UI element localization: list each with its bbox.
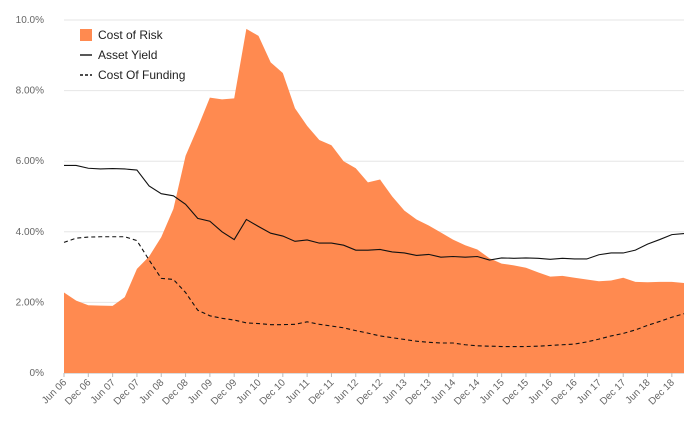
x-tick-label: Dec 15 [501,377,531,407]
area-layer [64,28,684,373]
series-cost-of-risk-area [64,28,684,373]
y-tick-label: 6.00% [16,156,44,167]
y-tick-label: 10.0% [16,15,44,26]
legend-label: Cost Of Funding [98,68,185,82]
x-tick-label: Dec 13 [404,377,434,407]
x-tick-label: Dec 12 [355,377,385,407]
x-tick-label: Dec 07 [112,377,142,407]
x-tick-label: Dec 14 [452,377,482,407]
x-tick-label: Dec 09 [209,377,239,407]
line-layer [63,164,685,348]
legend-swatch-cost-of-risk [80,29,92,41]
x-tick-label: Dec 18 [647,377,677,407]
x-tick-label: Dec 17 [598,377,628,407]
legend-label: Asset Yield [98,48,157,62]
x-tick-label: Dec 11 [307,377,337,407]
x-tick-label: Dec 16 [550,377,580,407]
series-cost-of-funding-line [63,236,685,348]
x-tick-label: Dec 08 [161,377,191,407]
x-tick-label: Dec 06 [63,377,93,407]
legend-label: Cost of Risk [98,28,164,42]
y-axis: 0% 2.00% 4.00% 6.00% 8.00% 10.0% [16,15,44,379]
x-tick-label: Dec 10 [258,377,288,407]
legend: Cost of Risk Asset Yield Cost Of Funding [80,28,185,82]
series-asset-yield-line [64,164,685,261]
y-tick-label: 8.00% [16,86,44,97]
y-tick-label: 2.00% [16,297,44,308]
y-tick-label: 4.00% [16,227,44,238]
y-tick-label: 0% [30,368,45,379]
